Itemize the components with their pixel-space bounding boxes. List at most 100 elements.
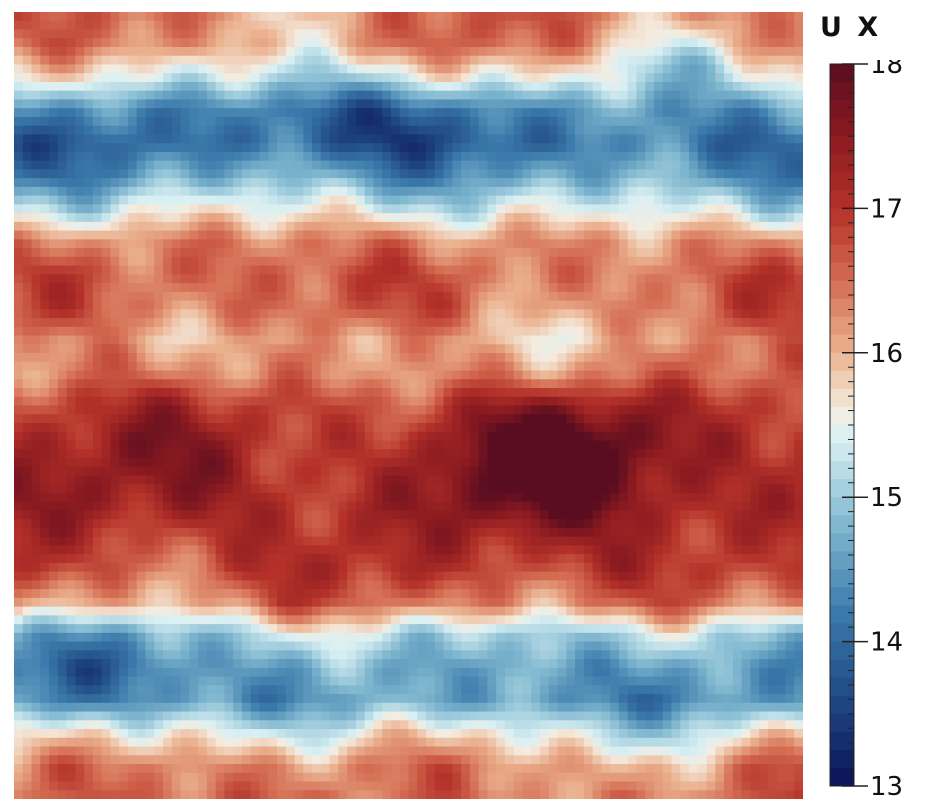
field-cell (163, 440, 173, 450)
field-cell (785, 274, 795, 284)
field-cell (119, 125, 129, 136)
field-cell (671, 38, 681, 48)
field-cell (487, 178, 497, 188)
field-cell (136, 134, 147, 144)
field-cell (627, 73, 638, 83)
field-cell (382, 414, 392, 424)
field-cell (373, 125, 383, 136)
field-cell (224, 186, 234, 197)
field-cell (741, 265, 751, 275)
field-cell (531, 256, 541, 267)
field-cell (645, 195, 655, 205)
field-cell (241, 466, 252, 477)
field-cell (101, 169, 112, 179)
field-cell (540, 283, 550, 293)
field-cell (189, 396, 199, 407)
field-cell (794, 414, 803, 424)
field-cell (636, 116, 646, 127)
field-cell (57, 274, 68, 284)
field-cell (312, 90, 322, 101)
field-cell (478, 213, 488, 223)
field-cell (767, 449, 778, 459)
field-cell (84, 449, 94, 459)
field-cell (127, 73, 138, 83)
field-cell (583, 29, 594, 39)
field-cell (119, 300, 129, 310)
field-cell (627, 38, 638, 48)
field-cell (277, 300, 287, 310)
field-cell (40, 29, 50, 39)
field-cell (215, 151, 225, 162)
field-cell (320, 414, 331, 424)
field-cell (671, 344, 681, 354)
field-cell (206, 318, 217, 328)
field-cell (732, 239, 743, 249)
field-cell (408, 388, 418, 398)
field-cell (750, 344, 760, 354)
field-cell (180, 195, 190, 205)
field-cell (724, 457, 734, 468)
field-cell (671, 195, 681, 205)
field-cell (49, 73, 59, 83)
field-cell (785, 405, 795, 415)
field-cell (110, 213, 120, 223)
field-cell (66, 248, 76, 258)
field-cell (575, 239, 585, 249)
field-cell (469, 422, 480, 433)
field-cell (180, 38, 190, 48)
field-cell (469, 178, 480, 188)
field-cell (557, 116, 567, 127)
field-cell (329, 12, 339, 22)
field-cell (443, 300, 453, 310)
field-cell (57, 204, 68, 214)
field-cell (154, 134, 164, 144)
field-cell (496, 440, 506, 450)
field-cell (285, 134, 296, 144)
field-cell (390, 370, 401, 380)
field-cell (180, 46, 190, 57)
field-cell (206, 422, 217, 433)
field-cell (110, 12, 120, 22)
field-cell (575, 388, 585, 398)
field-cell (390, 318, 401, 328)
field-cell (277, 265, 287, 275)
field-cell (154, 457, 164, 468)
field-cell (662, 213, 673, 223)
field-cell (224, 466, 234, 477)
field-cell (645, 431, 655, 442)
field-cell (338, 492, 348, 503)
field-cell (689, 108, 699, 118)
field-cell (259, 125, 269, 136)
field-cell (452, 353, 462, 363)
field-cell (145, 195, 155, 205)
field-cell (776, 169, 787, 179)
field-cell (724, 335, 734, 345)
field-cell (741, 116, 751, 127)
field-cell (22, 90, 33, 101)
field-cell (408, 64, 418, 74)
field-cell (14, 326, 24, 337)
field-cell (180, 108, 190, 118)
field-cell (636, 90, 646, 101)
field-cell (329, 457, 339, 468)
field-cell (206, 414, 217, 424)
field-cell (189, 55, 199, 66)
field-cell (583, 309, 594, 319)
field-cell (180, 239, 190, 249)
field-cell (557, 230, 567, 240)
field-cell (504, 484, 515, 494)
field-cell (136, 414, 147, 424)
field-cell (57, 457, 68, 468)
field-cell (241, 291, 252, 302)
field-cell (259, 431, 269, 442)
field-cell (14, 256, 24, 267)
field-cell (767, 195, 778, 205)
field-cell (347, 99, 357, 109)
field-cell (706, 466, 716, 477)
field-cell (575, 309, 585, 319)
field-cell (189, 125, 199, 136)
field-cell (548, 422, 559, 433)
field-cell (671, 248, 681, 258)
field-cell (382, 265, 392, 275)
field-cell (364, 151, 375, 162)
